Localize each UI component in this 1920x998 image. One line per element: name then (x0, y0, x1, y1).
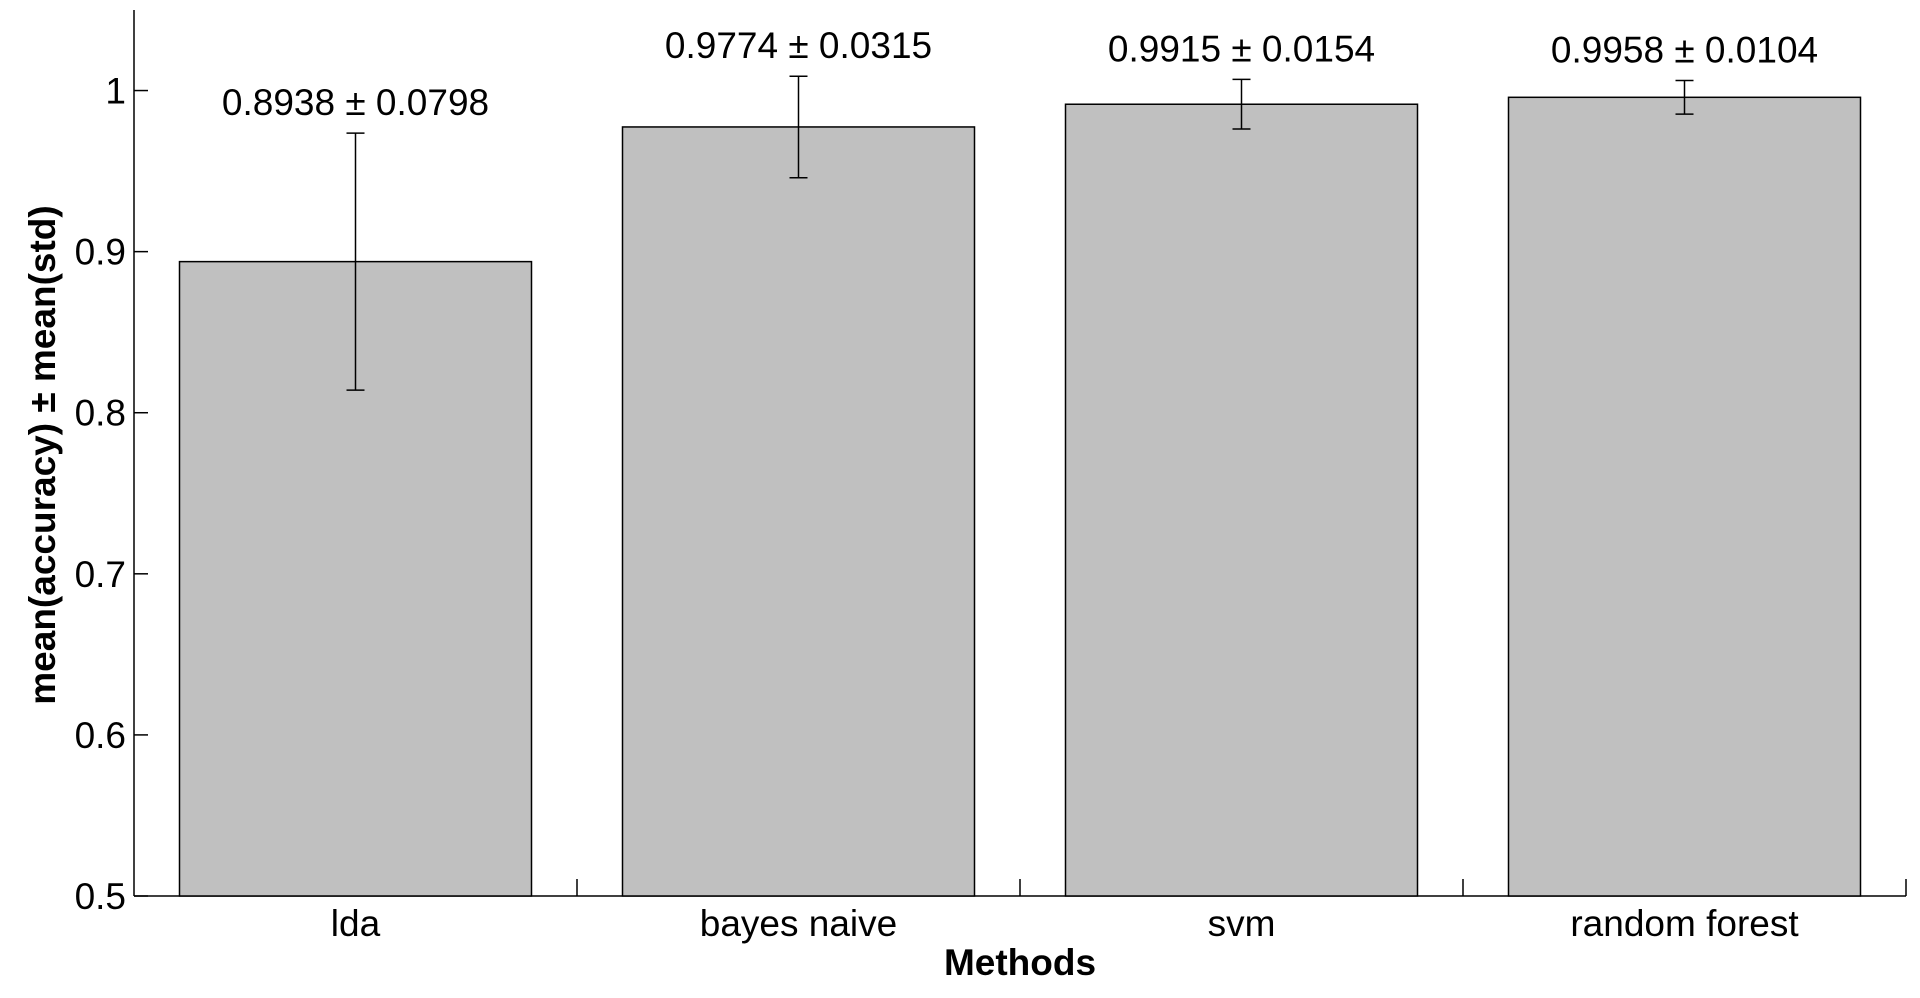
x-category-label: random forest (1570, 903, 1799, 944)
data-label: 0.9915 ± 0.0154 (1108, 28, 1375, 69)
error-bars (346, 75, 1694, 391)
data-label: 0.8938 ± 0.0798 (222, 82, 489, 123)
bars (178, 96, 1862, 897)
y-tick-label: 1 (105, 71, 126, 112)
bar (1064, 103, 1419, 897)
data-label: 0.9958 ± 0.0104 (1551, 30, 1818, 71)
data-label: 0.9774 ± 0.0315 (665, 25, 932, 66)
x-axis-title: Methods (944, 942, 1096, 983)
y-tick-label: 0.7 (75, 554, 126, 595)
data-labels: 0.8938 ± 0.0798 0.9774 ± 0.0315 0.9915 ± 0… (222, 25, 1818, 123)
y-tick-label: 0.6 (75, 715, 126, 756)
y-tick-label: 0.9 (75, 232, 126, 273)
x-category-label: svm (1208, 903, 1276, 944)
x-category-label: bayes naive (700, 903, 897, 944)
tick-labels: 0.5 0.6 0.7 0.8 0.9 1 lda bayes naive svm random … (75, 71, 1800, 944)
y-axis-title: mean(accuracy) ± mean(std) (22, 205, 63, 704)
y-tick-label: 0.8 (75, 393, 126, 434)
bar (621, 126, 976, 897)
y-tick-label: 0.5 (75, 876, 126, 917)
x-category-label: lda (331, 903, 381, 944)
bar (1507, 96, 1862, 897)
